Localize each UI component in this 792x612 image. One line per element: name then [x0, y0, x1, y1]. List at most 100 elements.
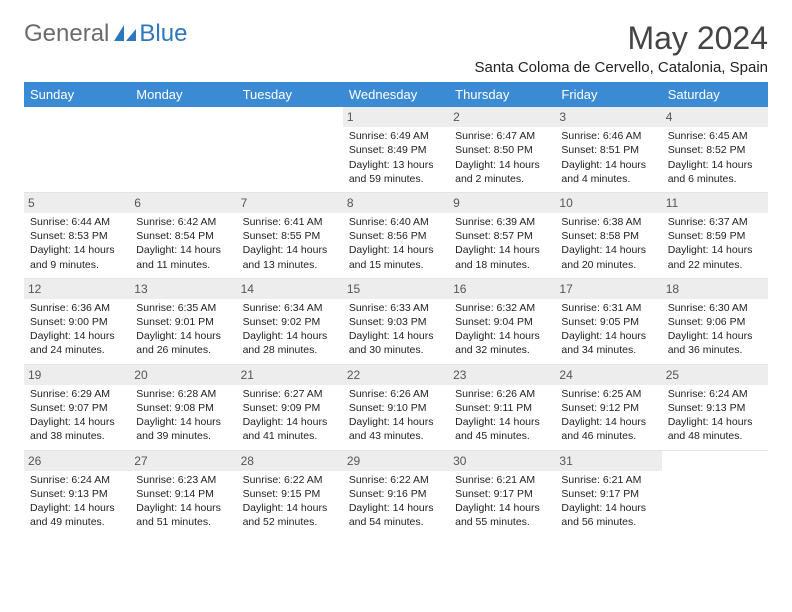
- sunrise-line: Sunrise: 6:26 AM: [349, 387, 443, 401]
- day-number: 14: [237, 279, 343, 299]
- sail-icon: [114, 25, 136, 41]
- sunrise-line: Sunrise: 6:36 AM: [30, 301, 124, 315]
- weekday-header: Wednesday: [343, 82, 449, 107]
- sunset-line: Sunset: 9:17 PM: [455, 487, 549, 501]
- sunrise-line: Sunrise: 6:22 AM: [243, 473, 337, 487]
- daylight-line: Daylight: 14 hours and 11 minutes.: [136, 243, 230, 271]
- sunset-line: Sunset: 9:11 PM: [455, 401, 549, 415]
- sunrise-line: Sunrise: 6:46 AM: [561, 129, 655, 143]
- calendar-cell: 29Sunrise: 6:22 AMSunset: 9:16 PMDayligh…: [343, 450, 449, 535]
- sunrise-line: Sunrise: 6:45 AM: [668, 129, 762, 143]
- sunset-line: Sunset: 9:14 PM: [136, 487, 230, 501]
- empty-day: [662, 451, 768, 469]
- sunrise-line: Sunrise: 6:33 AM: [349, 301, 443, 315]
- daylight-line: Daylight: 14 hours and 49 minutes.: [30, 501, 124, 529]
- day-number: 31: [555, 451, 661, 471]
- daylight-line: Daylight: 14 hours and 28 minutes.: [243, 329, 337, 357]
- page-title: May 2024: [474, 20, 768, 57]
- sunrise-line: Sunrise: 6:26 AM: [455, 387, 549, 401]
- sunset-line: Sunset: 9:15 PM: [243, 487, 337, 501]
- sunrise-line: Sunrise: 6:47 AM: [455, 129, 549, 143]
- calendar-cell: 13Sunrise: 6:35 AMSunset: 9:01 PMDayligh…: [130, 278, 236, 364]
- sunrise-line: Sunrise: 6:21 AM: [561, 473, 655, 487]
- sunset-line: Sunset: 9:17 PM: [561, 487, 655, 501]
- day-number: 25: [662, 365, 768, 385]
- sunrise-line: Sunrise: 6:29 AM: [30, 387, 124, 401]
- sunset-line: Sunset: 8:59 PM: [668, 229, 762, 243]
- sunrise-line: Sunrise: 6:41 AM: [243, 215, 337, 229]
- weekday-header: Saturday: [662, 82, 768, 107]
- day-number: 22: [343, 365, 449, 385]
- calendar-cell: 19Sunrise: 6:29 AMSunset: 9:07 PMDayligh…: [24, 364, 130, 450]
- calendar-cell: 15Sunrise: 6:33 AMSunset: 9:03 PMDayligh…: [343, 278, 449, 364]
- sunset-line: Sunset: 8:57 PM: [455, 229, 549, 243]
- daylight-line: Daylight: 14 hours and 48 minutes.: [668, 415, 762, 443]
- day-number: 19: [24, 365, 130, 385]
- calendar-cell: 6Sunrise: 6:42 AMSunset: 8:54 PMDaylight…: [130, 192, 236, 278]
- calendar-cell: 21Sunrise: 6:27 AMSunset: 9:09 PMDayligh…: [237, 364, 343, 450]
- weekday-header: Monday: [130, 82, 236, 107]
- daylight-line: Daylight: 14 hours and 30 minutes.: [349, 329, 443, 357]
- sunset-line: Sunset: 8:56 PM: [349, 229, 443, 243]
- weekday-header: Tuesday: [237, 82, 343, 107]
- day-number: 10: [555, 193, 661, 213]
- day-number: 5: [24, 193, 130, 213]
- day-number: 8: [343, 193, 449, 213]
- daylight-line: Daylight: 14 hours and 52 minutes.: [243, 501, 337, 529]
- day-number: 6: [130, 193, 236, 213]
- daylight-line: Daylight: 14 hours and 36 minutes.: [668, 329, 762, 357]
- day-number: 9: [449, 193, 555, 213]
- calendar-table: SundayMondayTuesdayWednesdayThursdayFrid…: [24, 82, 768, 535]
- daylight-line: Daylight: 14 hours and 32 minutes.: [455, 329, 549, 357]
- sunset-line: Sunset: 9:08 PM: [136, 401, 230, 415]
- sunrise-line: Sunrise: 6:24 AM: [668, 387, 762, 401]
- calendar-cell: 30Sunrise: 6:21 AMSunset: 9:17 PMDayligh…: [449, 450, 555, 535]
- sunrise-line: Sunrise: 6:22 AM: [349, 473, 443, 487]
- daylight-line: Daylight: 14 hours and 39 minutes.: [136, 415, 230, 443]
- daylight-line: Daylight: 14 hours and 2 minutes.: [455, 158, 549, 186]
- calendar-cell: 3Sunrise: 6:46 AMSunset: 8:51 PMDaylight…: [555, 107, 661, 192]
- sunrise-line: Sunrise: 6:23 AM: [136, 473, 230, 487]
- calendar-row: 5Sunrise: 6:44 AMSunset: 8:53 PMDaylight…: [24, 192, 768, 278]
- calendar-cell: [662, 450, 768, 535]
- calendar-cell: 23Sunrise: 6:26 AMSunset: 9:11 PMDayligh…: [449, 364, 555, 450]
- daylight-line: Daylight: 14 hours and 26 minutes.: [136, 329, 230, 357]
- day-number: 4: [662, 107, 768, 127]
- empty-day: [237, 107, 343, 125]
- day-number: 3: [555, 107, 661, 127]
- day-number: 18: [662, 279, 768, 299]
- sunrise-line: Sunrise: 6:37 AM: [668, 215, 762, 229]
- sunrise-line: Sunrise: 6:32 AM: [455, 301, 549, 315]
- calendar-cell: 17Sunrise: 6:31 AMSunset: 9:05 PMDayligh…: [555, 278, 661, 364]
- daylight-line: Daylight: 14 hours and 6 minutes.: [668, 158, 762, 186]
- day-number: 24: [555, 365, 661, 385]
- weekday-header: Thursday: [449, 82, 555, 107]
- sunset-line: Sunset: 9:10 PM: [349, 401, 443, 415]
- sunrise-line: Sunrise: 6:49 AM: [349, 129, 443, 143]
- calendar-cell: 5Sunrise: 6:44 AMSunset: 8:53 PMDaylight…: [24, 192, 130, 278]
- sunrise-line: Sunrise: 6:24 AM: [30, 473, 124, 487]
- day-number: 2: [449, 107, 555, 127]
- brand-word-1: General: [24, 20, 109, 48]
- sunset-line: Sunset: 9:01 PM: [136, 315, 230, 329]
- sunset-line: Sunset: 8:54 PM: [136, 229, 230, 243]
- calendar-body: 1Sunrise: 6:49 AMSunset: 8:49 PMDaylight…: [24, 107, 768, 535]
- sunset-line: Sunset: 9:05 PM: [561, 315, 655, 329]
- sunset-line: Sunset: 9:04 PM: [455, 315, 549, 329]
- calendar-cell: [237, 107, 343, 192]
- daylight-line: Daylight: 14 hours and 22 minutes.: [668, 243, 762, 271]
- sunrise-line: Sunrise: 6:21 AM: [455, 473, 549, 487]
- sunrise-line: Sunrise: 6:44 AM: [30, 215, 124, 229]
- sunset-line: Sunset: 9:12 PM: [561, 401, 655, 415]
- sunrise-line: Sunrise: 6:35 AM: [136, 301, 230, 315]
- daylight-line: Daylight: 14 hours and 46 minutes.: [561, 415, 655, 443]
- sunset-line: Sunset: 8:55 PM: [243, 229, 337, 243]
- sunset-line: Sunset: 9:13 PM: [668, 401, 762, 415]
- sunset-line: Sunset: 9:02 PM: [243, 315, 337, 329]
- daylight-line: Daylight: 14 hours and 56 minutes.: [561, 501, 655, 529]
- calendar-cell: 12Sunrise: 6:36 AMSunset: 9:00 PMDayligh…: [24, 278, 130, 364]
- sunrise-line: Sunrise: 6:30 AM: [668, 301, 762, 315]
- empty-day: [24, 107, 130, 125]
- weekday-header: Friday: [555, 82, 661, 107]
- daylight-line: Daylight: 14 hours and 34 minutes.: [561, 329, 655, 357]
